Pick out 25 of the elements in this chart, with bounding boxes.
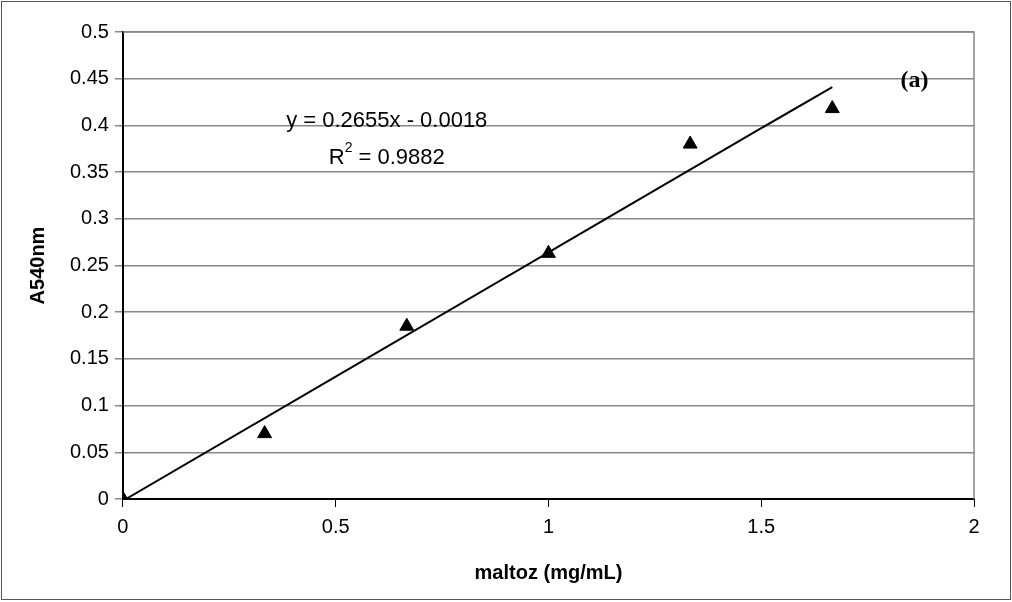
point [399,317,415,331]
point [541,244,556,258]
x-tick-label: 1 [542,514,555,537]
point [257,425,273,439]
annotation: y = 0.2655x - 0.0018 [286,106,488,132]
y-tick-label: 0.3 [81,206,109,229]
y-tick-label: 0.25 [69,253,109,276]
annotation: (a) [900,66,929,93]
x-axis-title: maltoz (mg/mL) [474,560,623,583]
y-tick-label: 0.35 [69,159,109,182]
x-tick-label: 0 [117,514,129,537]
y-tick-label: 0.15 [69,346,109,369]
y-tick-label: 0.05 [69,439,109,462]
y-axis-title: A540nm [25,226,48,305]
y-tick-label: 0 [97,486,109,509]
x-tick-label: 1.5 [747,514,776,537]
x-tick-label: 0.5 [321,514,350,537]
y-tick-label: 0.45 [69,66,109,89]
y-tick-label: 0.5 [81,19,109,42]
y-tick-label: 0.2 [81,299,109,322]
y-tick-label: 0.4 [81,112,109,135]
point [824,100,840,114]
y-tick-label: 0.1 [81,393,109,416]
x-tick-label: 2 [968,514,980,537]
point [682,135,698,149]
